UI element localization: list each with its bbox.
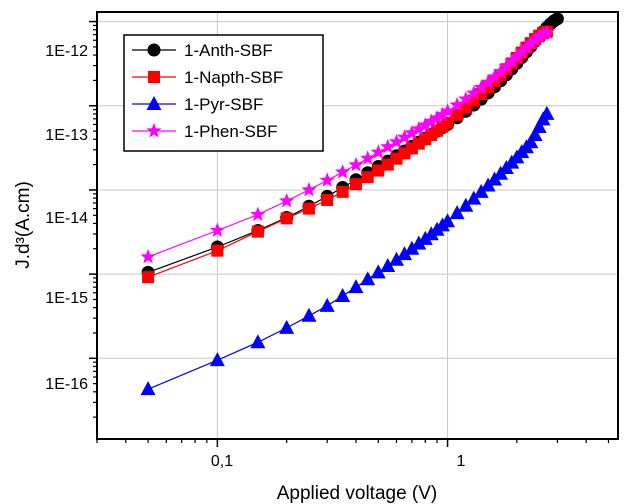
legend-marker (146, 123, 162, 138)
data-point (361, 171, 374, 184)
data-point (535, 26, 551, 41)
axis-ticks (89, 20, 610, 447)
data-point (250, 334, 266, 349)
series-1-Pyr-SBF (140, 105, 555, 396)
data-point (380, 138, 396, 154)
y-tick-label-1e-12: 1E-12 (45, 43, 88, 60)
series-1-Phen-SBF (140, 24, 555, 264)
data-point (440, 213, 456, 228)
data-point (404, 240, 420, 255)
data-point (417, 117, 433, 132)
data-point (335, 287, 351, 302)
x-tick-label-1: 1 (457, 453, 466, 470)
data-point (411, 235, 427, 250)
data-point (388, 251, 404, 266)
y-tick-label-1e-13: 1E-13 (45, 127, 88, 144)
data-point (423, 113, 439, 128)
series-layer (140, 12, 564, 396)
data-point (142, 271, 155, 284)
data-point (209, 352, 225, 367)
data-point (279, 193, 295, 208)
legend: 1-Anth-SBF 1-Napth-SBF 1-Pyr-SBF 1-Phen-… (123, 34, 324, 152)
data-point (280, 212, 293, 225)
data-point (493, 63, 509, 79)
data-point (466, 190, 482, 205)
data-point (514, 43, 530, 59)
x-axis-title: Applied voltage (V) (277, 483, 438, 504)
legend-symbols (132, 43, 176, 138)
data-point (211, 244, 224, 257)
legend-label-pyr: 1-Pyr-SBF (184, 95, 263, 114)
data-point (388, 133, 405, 149)
data-point (404, 125, 420, 140)
y-tick-label-1e-15: 1E-15 (45, 290, 88, 307)
y-tick-label-1e-14: 1E-14 (45, 210, 88, 227)
data-point (509, 48, 525, 64)
legend-marker (146, 96, 162, 110)
legend-marker (148, 71, 160, 83)
data-point (360, 150, 376, 165)
data-point (301, 307, 317, 322)
data-point (486, 68, 503, 84)
data-point (441, 116, 454, 129)
data-point (550, 12, 564, 26)
data-point (531, 28, 547, 44)
legend-label-anth: 1-Anth-SBF (184, 41, 273, 60)
data-point (370, 264, 386, 279)
data-point (349, 178, 362, 191)
data-point (348, 279, 364, 294)
data-point (336, 185, 349, 198)
data-point (250, 206, 266, 221)
data-point (458, 197, 474, 212)
data-point (449, 97, 465, 112)
data-point (321, 193, 334, 206)
y-tick-label-1e-16: 1E-16 (45, 376, 88, 393)
data-point (458, 91, 474, 106)
data-point (504, 53, 520, 68)
data-point (523, 35, 539, 50)
data-point (429, 110, 445, 125)
data-point (279, 319, 295, 334)
legend-marker (147, 43, 161, 57)
data-point (380, 257, 396, 272)
data-point (140, 248, 156, 264)
y-axis-title: J.d³(A.cm) (13, 181, 34, 269)
data-point (370, 144, 386, 159)
data-point (360, 271, 376, 286)
data-point (523, 134, 539, 149)
data-point (251, 225, 264, 238)
data-point (335, 164, 351, 179)
data-point (539, 105, 555, 120)
data-point (301, 181, 317, 197)
data-point (440, 103, 456, 118)
data-point (518, 39, 534, 54)
data-point (527, 32, 543, 47)
data-point (411, 121, 427, 136)
data-point (209, 222, 225, 237)
data-point (302, 202, 315, 215)
plot-frame (96, 11, 619, 440)
data-point (319, 172, 335, 187)
data-point (397, 246, 413, 261)
data-point (480, 74, 496, 89)
legend-label-phen: 1-Phen-SBF (184, 122, 278, 141)
data-point (140, 381, 156, 396)
data-point (539, 24, 555, 40)
data-point (466, 85, 482, 100)
legend-label-napth: 1-Napth-SBF (184, 68, 283, 87)
data-point (434, 106, 450, 122)
data-point (348, 157, 364, 172)
data-point (449, 205, 465, 220)
data-point (498, 58, 514, 74)
data-point (372, 164, 385, 177)
data-point (396, 129, 413, 144)
x-tick-label-0.1: 0,1 (211, 453, 233, 470)
data-point (319, 297, 335, 312)
data-point (527, 126, 543, 141)
data-point (473, 79, 489, 95)
data-point (531, 118, 547, 133)
